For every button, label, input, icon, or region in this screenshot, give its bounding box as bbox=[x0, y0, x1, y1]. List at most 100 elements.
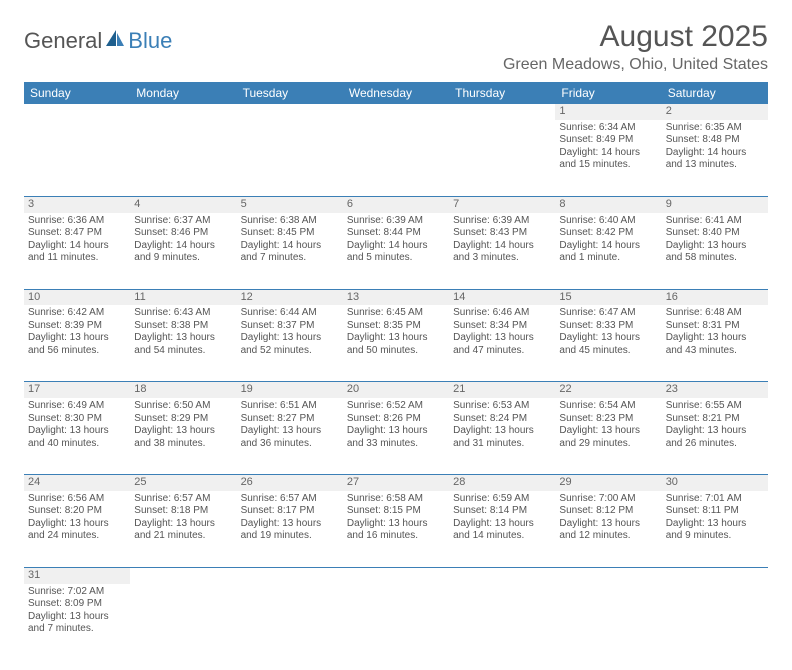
daynum-row: 10111213141516 bbox=[24, 289, 768, 305]
day-number: 17 bbox=[24, 382, 130, 398]
weekday-header: Sunday bbox=[24, 82, 130, 104]
day-sunset: Sunset: 8:20 PM bbox=[28, 505, 126, 518]
day-sunset: Sunset: 8:30 PM bbox=[28, 413, 126, 426]
day-number: 1 bbox=[555, 104, 661, 120]
day-number: 3 bbox=[24, 196, 130, 212]
day-sunset: Sunset: 8:33 PM bbox=[559, 320, 657, 333]
weekday-header: Wednesday bbox=[343, 82, 449, 104]
day-number: 2 bbox=[662, 104, 768, 120]
day-cell: Sunrise: 6:55 AMSunset: 8:21 PMDaylight:… bbox=[662, 398, 768, 475]
day-sunset: Sunset: 8:48 PM bbox=[666, 134, 764, 147]
day-day1: Daylight: 13 hours bbox=[347, 332, 445, 345]
day-sunrise: Sunrise: 6:45 AM bbox=[347, 307, 445, 320]
weekday-header: Thursday bbox=[449, 82, 555, 104]
day-cell: Sunrise: 6:45 AMSunset: 8:35 PMDaylight:… bbox=[343, 305, 449, 382]
day-cell bbox=[237, 120, 343, 197]
daynum-row: 12 bbox=[24, 104, 768, 120]
day-sunrise: Sunrise: 6:43 AM bbox=[134, 307, 232, 320]
day-cell: Sunrise: 6:42 AMSunset: 8:39 PMDaylight:… bbox=[24, 305, 130, 382]
day-day1: Daylight: 13 hours bbox=[559, 425, 657, 438]
day-sunrise: Sunrise: 6:44 AM bbox=[241, 307, 339, 320]
calendar-table: Sunday Monday Tuesday Wednesday Thursday… bbox=[24, 82, 768, 660]
day-day2: and 29 minutes. bbox=[559, 438, 657, 451]
day-sunset: Sunset: 8:34 PM bbox=[453, 320, 551, 333]
day-sunrise: Sunrise: 6:48 AM bbox=[666, 307, 764, 320]
day-cell: Sunrise: 6:38 AMSunset: 8:45 PMDaylight:… bbox=[237, 213, 343, 290]
day-cell: Sunrise: 6:59 AMSunset: 8:14 PMDaylight:… bbox=[449, 491, 555, 568]
day-sunrise: Sunrise: 7:00 AM bbox=[559, 493, 657, 506]
day-day1: Daylight: 13 hours bbox=[28, 611, 126, 624]
day-cell bbox=[449, 584, 555, 660]
day-day1: Daylight: 14 hours bbox=[241, 240, 339, 253]
day-number: 4 bbox=[130, 196, 236, 212]
day-day1: Daylight: 14 hours bbox=[666, 147, 764, 160]
day-sunrise: Sunrise: 6:35 AM bbox=[666, 122, 764, 135]
week-row: Sunrise: 7:02 AMSunset: 8:09 PMDaylight:… bbox=[24, 584, 768, 660]
day-sunset: Sunset: 8:21 PM bbox=[666, 413, 764, 426]
day-number: 16 bbox=[662, 289, 768, 305]
day-cell: Sunrise: 6:58 AMSunset: 8:15 PMDaylight:… bbox=[343, 491, 449, 568]
day-day2: and 38 minutes. bbox=[134, 438, 232, 451]
day-day2: and 52 minutes. bbox=[241, 345, 339, 358]
brand-logo: General Blue bbox=[24, 28, 172, 54]
day-sunrise: Sunrise: 6:42 AM bbox=[28, 307, 126, 320]
day-number: 29 bbox=[555, 475, 661, 491]
day-day2: and 7 minutes. bbox=[28, 623, 126, 636]
week-row: Sunrise: 6:56 AMSunset: 8:20 PMDaylight:… bbox=[24, 491, 768, 568]
day-day2: and 1 minute. bbox=[559, 252, 657, 265]
week-row: Sunrise: 6:36 AMSunset: 8:47 PMDaylight:… bbox=[24, 213, 768, 290]
day-day2: and 56 minutes. bbox=[28, 345, 126, 358]
day-cell: Sunrise: 6:37 AMSunset: 8:46 PMDaylight:… bbox=[130, 213, 236, 290]
day-number: 5 bbox=[237, 196, 343, 212]
day-number: 9 bbox=[662, 196, 768, 212]
day-day2: and 15 minutes. bbox=[559, 159, 657, 172]
day-day2: and 9 minutes. bbox=[666, 530, 764, 543]
day-sunset: Sunset: 8:39 PM bbox=[28, 320, 126, 333]
day-number: 8 bbox=[555, 196, 661, 212]
week-row: Sunrise: 6:34 AMSunset: 8:49 PMDaylight:… bbox=[24, 120, 768, 197]
day-sunset: Sunset: 8:09 PM bbox=[28, 598, 126, 611]
day-number bbox=[343, 104, 449, 120]
header: General Blue August 2025 Green Meadows, … bbox=[24, 20, 768, 74]
day-day2: and 24 minutes. bbox=[28, 530, 126, 543]
day-day2: and 9 minutes. bbox=[134, 252, 232, 265]
day-sunrise: Sunrise: 6:55 AM bbox=[666, 400, 764, 413]
day-day1: Daylight: 13 hours bbox=[134, 332, 232, 345]
day-day1: Daylight: 13 hours bbox=[347, 425, 445, 438]
day-sunrise: Sunrise: 6:34 AM bbox=[559, 122, 657, 135]
day-day2: and 16 minutes. bbox=[347, 530, 445, 543]
day-number: 22 bbox=[555, 382, 661, 398]
day-cell: Sunrise: 6:34 AMSunset: 8:49 PMDaylight:… bbox=[555, 120, 661, 197]
day-sunset: Sunset: 8:47 PM bbox=[28, 227, 126, 240]
day-sunset: Sunset: 8:45 PM bbox=[241, 227, 339, 240]
day-number: 23 bbox=[662, 382, 768, 398]
day-day1: Daylight: 13 hours bbox=[28, 425, 126, 438]
day-cell: Sunrise: 6:39 AMSunset: 8:44 PMDaylight:… bbox=[343, 213, 449, 290]
day-day1: Daylight: 14 hours bbox=[134, 240, 232, 253]
day-number: 11 bbox=[130, 289, 236, 305]
day-cell: Sunrise: 7:01 AMSunset: 8:11 PMDaylight:… bbox=[662, 491, 768, 568]
daynum-row: 3456789 bbox=[24, 196, 768, 212]
day-number: 10 bbox=[24, 289, 130, 305]
day-day1: Daylight: 13 hours bbox=[134, 425, 232, 438]
day-day2: and 11 minutes. bbox=[28, 252, 126, 265]
day-cell: Sunrise: 6:41 AMSunset: 8:40 PMDaylight:… bbox=[662, 213, 768, 290]
day-cell bbox=[130, 584, 236, 660]
day-sunset: Sunset: 8:11 PM bbox=[666, 505, 764, 518]
brand-part2: Blue bbox=[128, 28, 172, 54]
day-day2: and 5 minutes. bbox=[347, 252, 445, 265]
day-number: 21 bbox=[449, 382, 555, 398]
day-sunrise: Sunrise: 6:47 AM bbox=[559, 307, 657, 320]
day-sunrise: Sunrise: 7:01 AM bbox=[666, 493, 764, 506]
day-number: 18 bbox=[130, 382, 236, 398]
day-day2: and 21 minutes. bbox=[134, 530, 232, 543]
day-sunset: Sunset: 8:12 PM bbox=[559, 505, 657, 518]
day-sunset: Sunset: 8:44 PM bbox=[347, 227, 445, 240]
day-number bbox=[449, 104, 555, 120]
day-day2: and 58 minutes. bbox=[666, 252, 764, 265]
day-cell: Sunrise: 6:54 AMSunset: 8:23 PMDaylight:… bbox=[555, 398, 661, 475]
day-day1: Daylight: 14 hours bbox=[559, 147, 657, 160]
day-day1: Daylight: 13 hours bbox=[453, 518, 551, 531]
day-number: 7 bbox=[449, 196, 555, 212]
day-day2: and 36 minutes. bbox=[241, 438, 339, 451]
